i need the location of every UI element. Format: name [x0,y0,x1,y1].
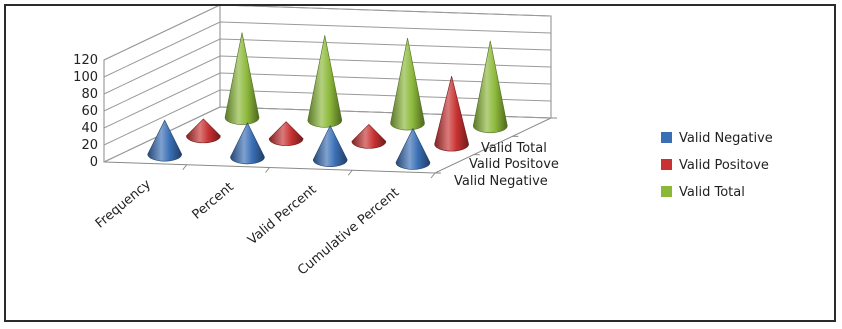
legend-label-valid-negative: Valid Negative [679,131,773,146]
y-tick-label-120: 120 [73,53,98,68]
cone-valid-total-percent [307,35,343,128]
legend-swatch-valid-negative [661,132,672,143]
cone-valid-positove-cumulative-percent [434,76,469,152]
y-tick-label-40: 40 [81,121,98,136]
depth-label-valid-positove: Valid Positove [469,157,559,172]
legend-label-valid-positove: Valid Positove [679,158,769,173]
y-tick-label-100: 100 [73,70,98,85]
cone-valid-negative-frequency [147,119,183,162]
x-label-frequency: Frequency [93,177,154,232]
gridline-100 [103,21,552,78]
x-tick-mark [265,167,270,173]
depth-label-valid-total: Valid Total [481,141,547,156]
cone-valid-positove-percent [268,121,304,146]
gridline-0 [103,106,552,163]
y-tick-label-60: 60 [81,104,98,119]
gridline-80 [103,38,552,95]
gridline-40 [103,72,552,129]
x-label-percent: Percent [190,180,237,223]
depth-label-valid-negative: Valid Negative [454,174,548,189]
x-label-valid-percent: Valid Percent [245,182,319,248]
cone-valid-total-cumulative-percent [472,40,508,134]
y-tick-label-0: 0 [90,155,98,170]
cone-valid-negative-valid-percent [312,125,348,168]
x-axis-labels: Frequency Percent Valid PercentCumulative … [93,177,402,279]
chart-cones [147,32,508,170]
legend-label-valid-total: Valid Total [679,185,745,200]
y-tick-label-20: 20 [81,138,98,153]
chart-frame: 0 20 40 60 80 100 120 Frequency Percent Valid Pe… [4,4,836,322]
cone-valid-negative-cumulative-percent [395,127,431,170]
legend-swatch-valid-total [661,186,672,197]
gridline-20 [103,89,552,146]
x-tick-mark [347,169,353,176]
chart-legend: Valid Negative Valid Positove Valid Total [661,131,773,200]
cone-valid-negative-percent [230,122,265,165]
x-tick-mark [182,164,188,171]
y-tick-label-80: 80 [81,87,98,102]
gridline-60 [103,55,552,112]
cone-valid-positove-frequency [186,118,221,144]
y-axis-ticks: 0 20 40 60 80 100 120 [73,53,98,170]
cone-valid-total-valid-percent [390,37,425,131]
legend-swatch-valid-positove [661,159,672,170]
cone-chart: 0 20 40 60 80 100 120 Frequency Percent Valid Pe… [73,4,773,279]
cone-valid-total-frequency [224,32,260,125]
cone-valid-positove-valid-percent [351,123,387,149]
x-tick-mark [430,172,436,179]
